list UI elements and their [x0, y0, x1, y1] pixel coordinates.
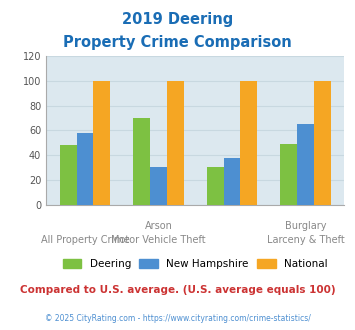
Legend: Deering, New Hampshire, National: Deering, New Hampshire, National — [59, 254, 332, 273]
Bar — [314, 81, 331, 205]
Text: Arson: Arson — [144, 221, 173, 231]
Text: Property Crime Comparison: Property Crime Comparison — [63, 35, 292, 50]
Bar — [297, 124, 314, 205]
Bar — [240, 81, 257, 205]
Text: © 2025 CityRating.com - https://www.cityrating.com/crime-statistics/: © 2025 CityRating.com - https://www.city… — [45, 314, 310, 323]
Text: All Property Crime: All Property Crime — [41, 235, 130, 245]
Bar — [224, 157, 240, 205]
Bar — [60, 145, 77, 205]
Text: Burglary: Burglary — [285, 221, 326, 231]
Bar — [280, 144, 297, 205]
Bar — [207, 168, 224, 205]
Text: 2019 Deering: 2019 Deering — [122, 12, 233, 26]
Text: Larceny & Theft: Larceny & Theft — [267, 235, 344, 245]
Text: Compared to U.S. average. (U.S. average equals 100): Compared to U.S. average. (U.S. average … — [20, 285, 335, 295]
Bar — [150, 168, 167, 205]
Bar — [93, 81, 110, 205]
Text: Motor Vehicle Theft: Motor Vehicle Theft — [111, 235, 206, 245]
Bar — [167, 81, 184, 205]
Bar — [133, 118, 150, 205]
Bar — [77, 133, 93, 205]
